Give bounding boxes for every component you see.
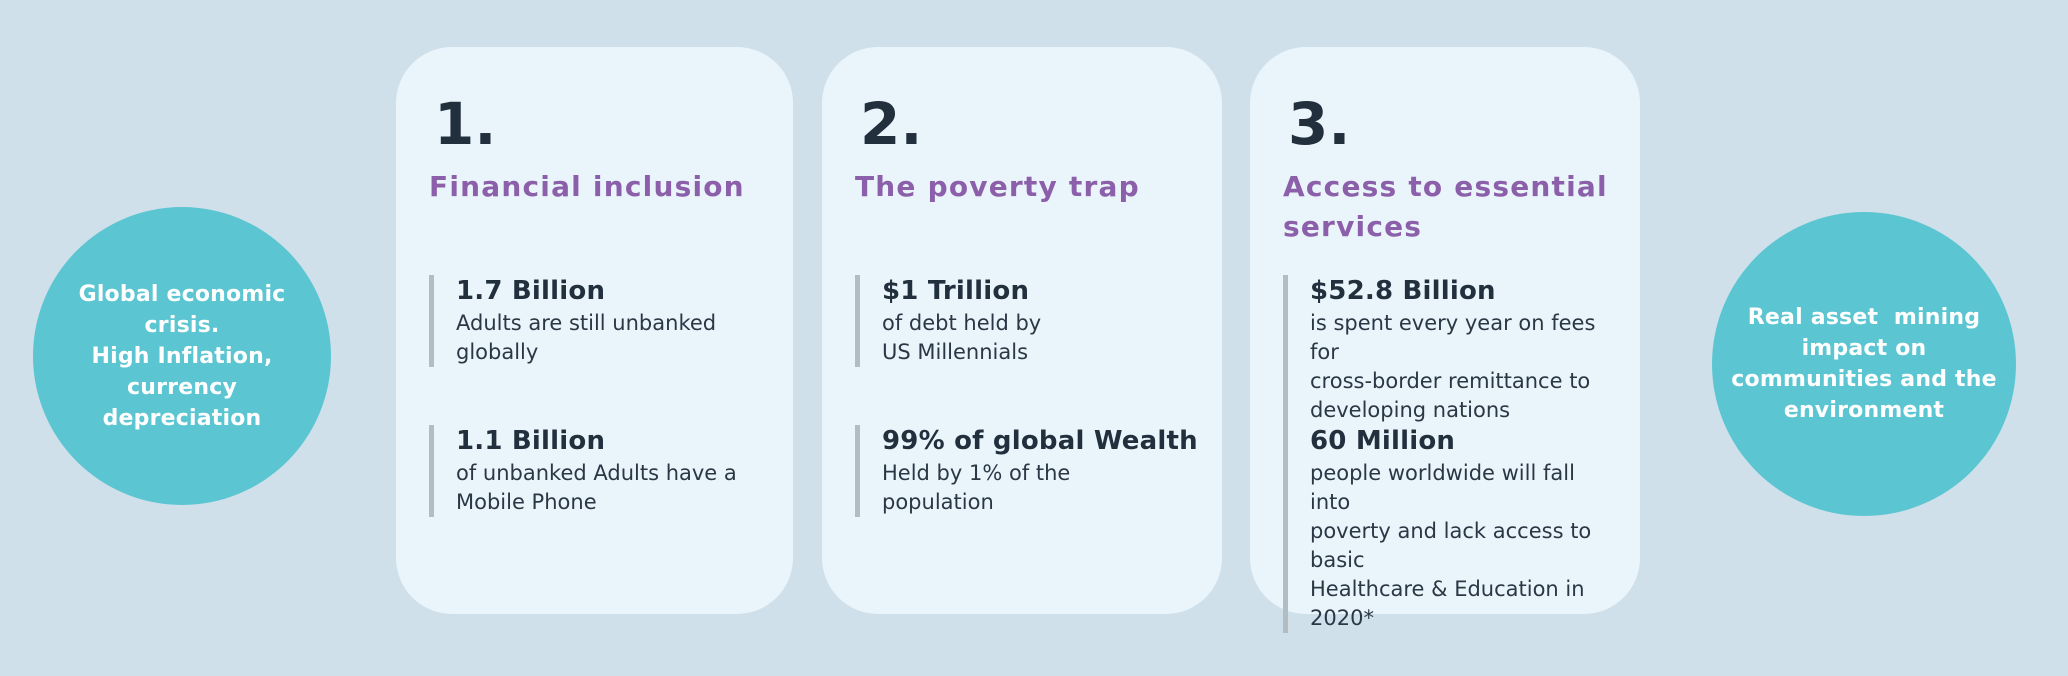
global-crisis-circle: Global economic crisis. High Inflation, … — [33, 207, 331, 505]
mining-impact-circle-text: Real asset mining impact on communities … — [1731, 305, 1997, 423]
stat-poverty-forecast: 60 Million people worldwide will fall in… — [1283, 425, 1616, 633]
stat-description: Held by 1% of the population — [882, 461, 1071, 514]
mining-impact-circle: Real asset mining impact on communities … — [1712, 212, 2016, 516]
stat-description: is spent every year on fees for cross-bo… — [1310, 311, 1596, 422]
stat-value: 1.1 Billion — [456, 426, 606, 456]
card-essential-services: 3. Access to essential services $52.8 Bi… — [1250, 47, 1640, 633]
stat-wealth-concentration: 99% of global Wealth Held by 1% of the p… — [855, 425, 1198, 517]
stat-remittance-fees: $52.8 Billion is spent every year on fee… — [1283, 275, 1616, 425]
stat-value: 99% of global Wealth — [882, 426, 1198, 456]
card-title: Access to essential services — [1283, 170, 1608, 243]
card-number: 1. — [434, 90, 497, 158]
card-title: The poverty trap — [855, 170, 1140, 203]
card-financial-inclusion: 1. Financial inclusion 1.7 Billion Adult… — [396, 47, 793, 614]
card-number: 2. — [860, 90, 923, 158]
stat-unbanked-adults: 1.7 Billion Adults are still unbanked gl… — [429, 275, 769, 367]
stat-description: of debt held by US Millennials — [882, 311, 1042, 364]
card-title: Financial inclusion — [429, 170, 745, 203]
card-number: 3. — [1288, 90, 1351, 158]
stat-unbanked-mobile: 1.1 Billion of unbanked Adults have a Mo… — [429, 425, 769, 517]
stat-value: 1.7 Billion — [456, 276, 606, 306]
stat-value: $52.8 Billion — [1310, 276, 1496, 306]
stat-value: 60 Million — [1310, 426, 1456, 456]
stat-description: Adults are still unbanked globally — [456, 311, 717, 364]
global-crisis-circle-text: Global economic crisis. High Inflation, … — [78, 281, 286, 431]
stat-value: $1 Trillion — [882, 276, 1030, 306]
stat-description: of unbanked Adults have a Mobile Phone — [456, 461, 737, 514]
card-poverty-trap: 2. The poverty trap $1 Trillion of debt … — [822, 47, 1222, 614]
stat-millennial-debt: $1 Trillion of debt held by US Millennia… — [855, 275, 1198, 367]
stat-description: people worldwide will fall into poverty … — [1310, 461, 1592, 630]
